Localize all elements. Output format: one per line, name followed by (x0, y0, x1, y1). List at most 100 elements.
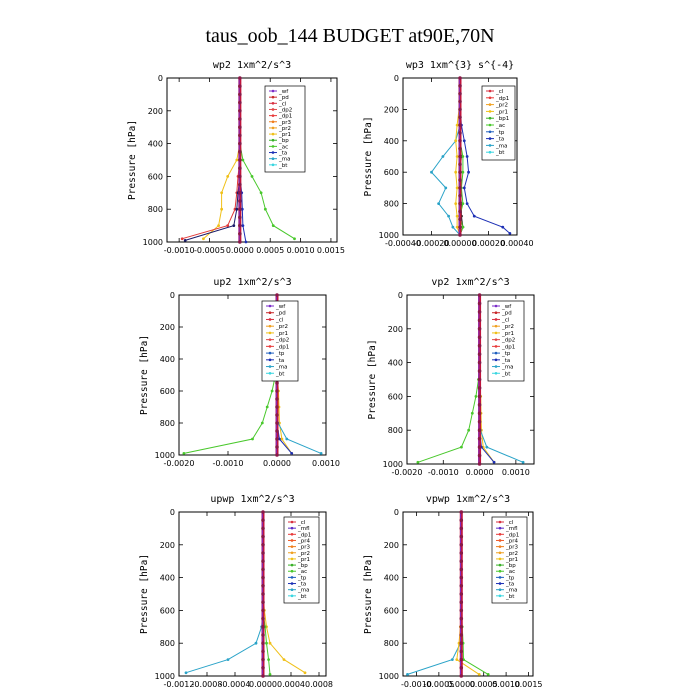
profile-marker (458, 146, 462, 151)
legend-marker (268, 331, 272, 335)
data-point (293, 237, 296, 241)
profile-marker (275, 293, 279, 297)
legend-marker (494, 345, 498, 348)
y-tick-label: 800 (384, 639, 399, 648)
x-tick-label: -0.0020 (164, 459, 195, 468)
legend-label: _ta (501, 358, 510, 364)
data-point (501, 225, 505, 229)
legend-label: _bt (501, 371, 511, 377)
legend-label: _tp (495, 130, 505, 136)
legend-marker (268, 345, 272, 348)
profile-marker (261, 657, 265, 662)
legend-label: _dp1 (275, 344, 289, 350)
profile-marker (458, 91, 462, 96)
y-tick-label: 600 (148, 172, 163, 181)
profile-marker (458, 162, 462, 167)
y-tick-label: 1000 (155, 451, 175, 460)
x-tick-label: 0.0010 (287, 246, 315, 255)
profile-marker (238, 125, 242, 129)
legend-label: _cl (505, 520, 514, 526)
y-axis-label: Pressure [hPa] (367, 339, 378, 419)
legend-label: _pd (278, 95, 289, 101)
data-point (461, 225, 465, 229)
profile-marker (261, 551, 265, 555)
legend-label: _ma (495, 143, 507, 149)
profile-marker (261, 518, 265, 522)
data-point (465, 202, 469, 206)
legend-label: _wf (501, 304, 512, 310)
data-point (477, 672, 481, 676)
profile-marker (458, 123, 462, 127)
data-point (462, 186, 466, 190)
profile-marker (261, 559, 265, 563)
x-tick-label: -0.0020 (392, 468, 423, 477)
legend-marker (494, 318, 498, 321)
legend: _wf_pd_cl_pr2_pr1_dp2_dp1_tp_ta_ma_bt (261, 300, 299, 382)
legend-label: _cl (495, 89, 504, 95)
series-line-pr3 (203, 78, 241, 240)
legend-marker (494, 304, 498, 308)
legend-marker (498, 539, 502, 542)
legend-box (261, 300, 299, 382)
legend-marker (498, 545, 502, 548)
y-tick-label: 400 (160, 355, 175, 364)
legend-label: _dp1 (495, 96, 509, 102)
legend-label: _ma (297, 588, 309, 594)
data-point (492, 460, 496, 464)
legend-box (487, 300, 525, 382)
x-tick-label: -0.0008 (192, 680, 223, 689)
legend-label: _cl (275, 317, 284, 323)
data-point (465, 155, 469, 158)
profile-marker (477, 445, 482, 449)
legend-marker (271, 114, 275, 117)
legend-marker (290, 557, 294, 561)
legend-marker (498, 594, 502, 598)
legend-label: _bt (495, 150, 505, 156)
legend: _wf_pd_cl_dp2_dp1_pr3_pr2_pr1_bp_ac_ta_m… (264, 85, 306, 173)
legend-label: _mfl (505, 526, 518, 532)
legend-marker (488, 137, 492, 140)
data-point (460, 445, 463, 449)
profile-marker (238, 133, 242, 138)
legend-label: _tp (275, 351, 285, 357)
panel-title: up2 1xm^2/s^3 (213, 277, 291, 288)
y-tick-label: 800 (160, 639, 175, 648)
legend-label: _bt (275, 371, 285, 377)
y-tick-label: 200 (384, 105, 399, 114)
legend-marker (498, 582, 502, 585)
profile-marker (459, 518, 464, 522)
legend-marker (290, 551, 294, 555)
profile-marker (238, 76, 242, 80)
y-tick-label: 600 (384, 168, 399, 177)
legend-label: _pr3 (505, 545, 519, 551)
data-point (486, 672, 490, 676)
profile-marker (477, 386, 482, 390)
legend-label: _ta (275, 358, 284, 364)
legend-label: _pd (275, 311, 286, 317)
data-point (265, 641, 268, 645)
profile-marker (261, 641, 265, 645)
legend-marker (271, 132, 275, 136)
panel-title: vpwp 1xm^2/s^3 (426, 494, 510, 505)
legend-label: _cl (297, 520, 306, 526)
y-axis-label: Pressure [hPa] (139, 554, 150, 634)
profile-marker (477, 318, 482, 323)
data-point (454, 139, 458, 143)
legend: _wf_pd_cl_pr2_pr1_dp2_dp1_tp_ta_ma_bt (487, 300, 525, 382)
legend-marker (271, 89, 275, 93)
legend-label: _dp2 (275, 338, 289, 344)
series-line-dp1 (417, 295, 481, 463)
y-axis-label: Pressure [hPa] (363, 554, 374, 634)
x-tick-label: 0.0005 (470, 680, 498, 689)
profile-marker (238, 109, 242, 113)
y-tick-label: 1000 (379, 672, 399, 681)
profile-marker (261, 600, 265, 604)
profile-marker (459, 592, 464, 596)
legend-label: _pr4 (505, 538, 519, 544)
profile-marker (238, 84, 242, 88)
profile-marker (261, 616, 265, 621)
legend-marker (290, 533, 294, 536)
profile-marker (459, 575, 464, 580)
profile-marker (275, 405, 279, 409)
y-tick-label: 200 (388, 325, 403, 334)
